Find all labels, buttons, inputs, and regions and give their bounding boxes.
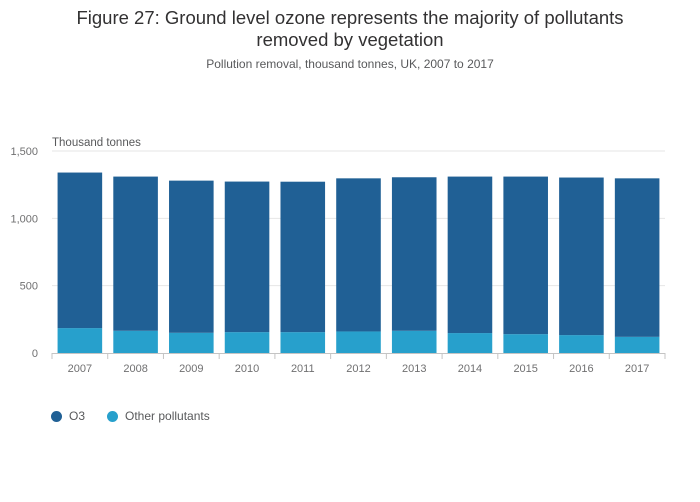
bar-segment-o3-2014[interactable] (447, 176, 493, 334)
bar-segment-other-pollutants-2010[interactable] (224, 332, 270, 353)
bar-segment-o3-2009[interactable] (169, 180, 214, 333)
bar-segment-o3-2011[interactable] (280, 181, 326, 333)
chart-title: Figure 27: Ground level ozone represents… (0, 7, 700, 51)
y-tick-label: 1,000 (10, 213, 38, 225)
bar-segment-o3-2013[interactable] (391, 177, 437, 331)
chart-subtitle: Pollution removal, thousand tonnes, UK, … (206, 57, 494, 71)
bar-segment-other-pollutants-2008[interactable] (113, 330, 158, 353)
bar-segment-other-pollutants-2017[interactable] (614, 336, 660, 353)
bar-segment-o3-2015[interactable] (503, 176, 548, 335)
bar-segment-o3-2016[interactable] (559, 177, 604, 336)
bar-segment-other-pollutants-2007[interactable] (57, 328, 103, 353)
bar-segment-o3-2008[interactable] (113, 176, 158, 331)
x-tick-label: 2016 (569, 363, 593, 375)
chart-title-line-1: Figure 27: Ground level ozone represents… (76, 7, 624, 28)
legend: O3 Other pollutants (51, 409, 232, 423)
x-tick-label: 2007 (68, 363, 92, 375)
bar-segment-other-pollutants-2011[interactable] (280, 332, 326, 353)
x-tick-label: 2010 (235, 363, 259, 375)
bar-segment-o3-2007[interactable] (57, 172, 103, 329)
x-tick-label: 2009 (179, 363, 203, 375)
bar-segment-other-pollutants-2014[interactable] (447, 333, 493, 353)
bar-segment-other-pollutants-2009[interactable] (169, 332, 214, 353)
y-tick-label: 1,500 (10, 146, 38, 158)
x-tick-label: 2014 (458, 363, 482, 375)
y-tick-label: 0 (32, 348, 38, 360)
x-tick-label: 2013 (402, 363, 426, 375)
x-tick-label: 2017 (625, 363, 649, 375)
chart-title-line-2: removed by vegetation (256, 29, 444, 50)
legend-label-other-pollutants: Other pollutants (125, 409, 210, 423)
axes: 0 500 1,000 1,500 2007 2008 2009 2010 2011 2012 20… (10, 146, 666, 375)
legend-swatch-o3 (51, 410, 62, 422)
bar-segment-other-pollutants-2015[interactable] (503, 334, 548, 353)
x-tick-label: 2015 (513, 363, 537, 375)
legend-label-o3: O3 (69, 409, 86, 423)
x-tick-label: 2012 (346, 363, 370, 375)
bars (57, 172, 660, 353)
bar-segment-other-pollutants-2013[interactable] (391, 330, 437, 353)
legend-item-o3[interactable]: O3 (51, 409, 85, 423)
bar-segment-other-pollutants-2016[interactable] (559, 335, 604, 353)
y-tick-label: 500 (20, 281, 38, 293)
legend-swatch-other-pollutants (107, 410, 119, 422)
x-tick-label: 2011 (291, 363, 315, 375)
bar-segment-other-pollutants-2012[interactable] (336, 331, 381, 353)
legend-item-other-pollutants[interactable]: Other pollutants (107, 409, 210, 423)
bar-segment-o3-2010[interactable] (224, 181, 270, 333)
x-tick-label: 2008 (123, 363, 147, 375)
y-axis-label: Thousand tonnes (52, 137, 141, 149)
bar-segment-o3-2012[interactable] (336, 178, 381, 332)
bar-segment-o3-2017[interactable] (614, 178, 660, 337)
